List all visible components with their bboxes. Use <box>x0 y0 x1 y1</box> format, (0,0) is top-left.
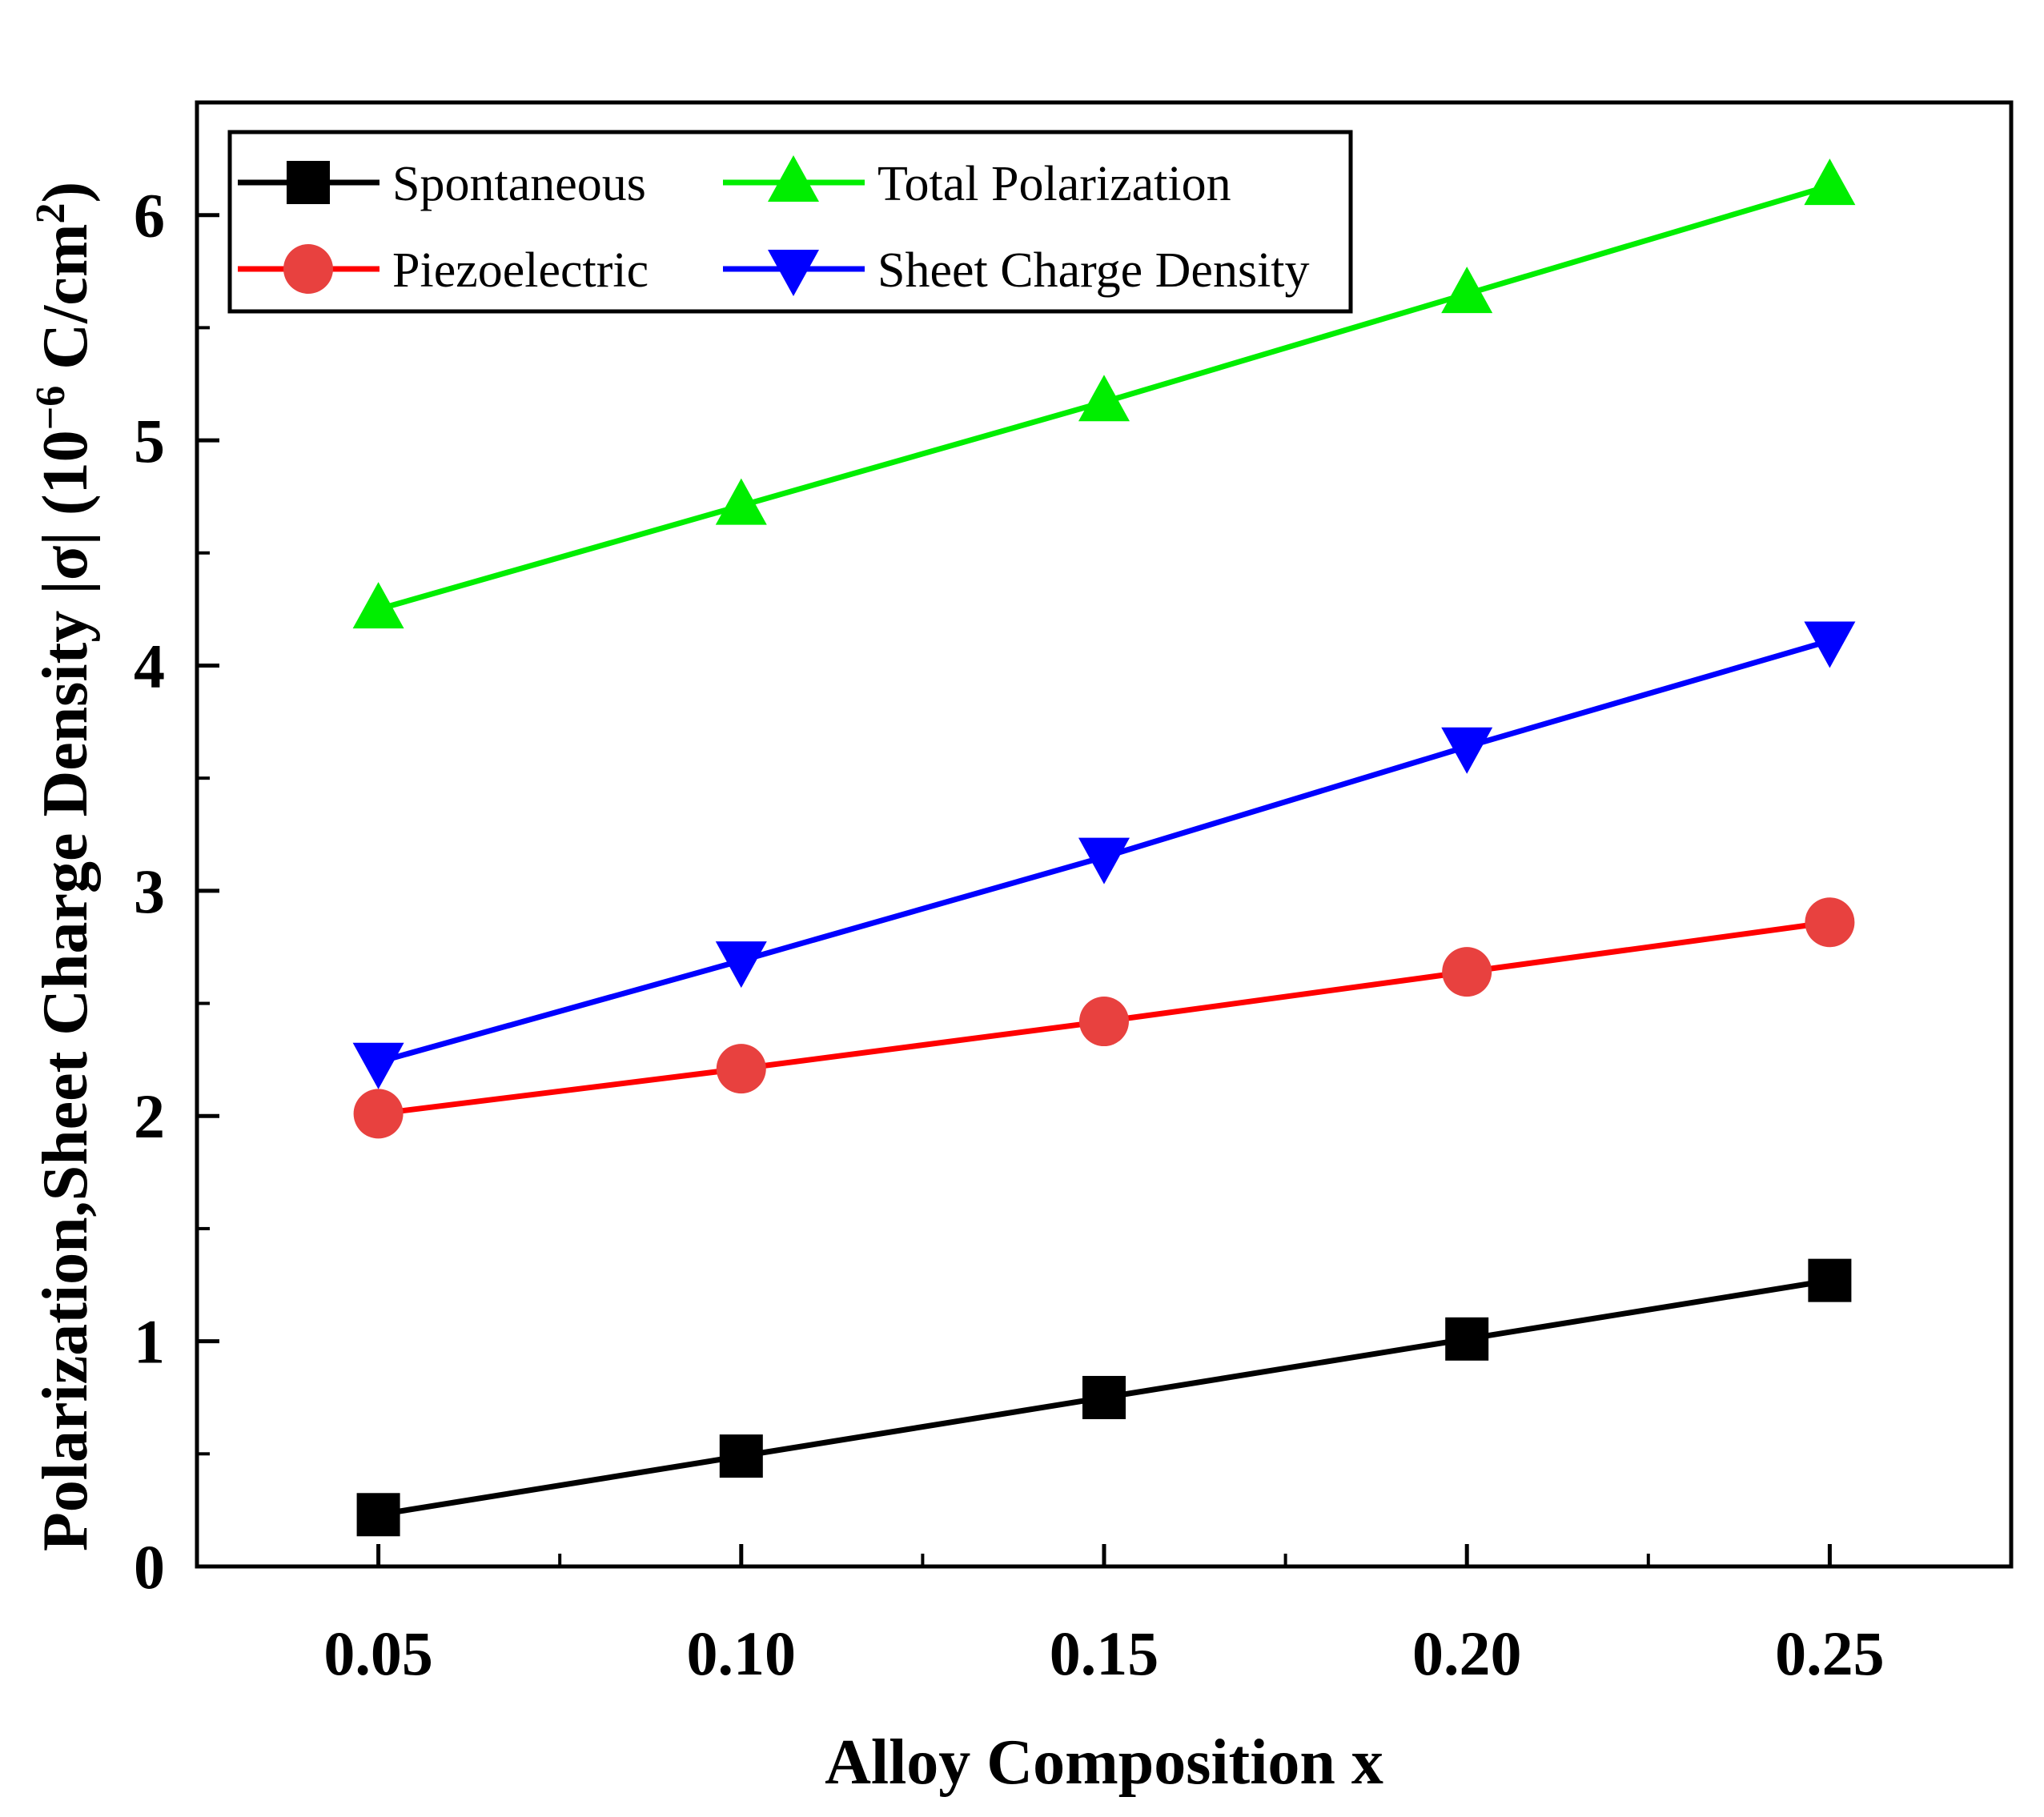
y-tick-label: 3 <box>134 856 165 926</box>
y-axis-title-sup2: 2 <box>28 203 74 224</box>
axes-layer <box>195 100 2014 1569</box>
y-axis-title: Polarization,Sheet Charge Density |σ| (1… <box>28 182 102 1551</box>
data-point-total-polarization <box>1441 267 1493 314</box>
data-point-spontaneous <box>719 1434 763 1478</box>
legend-marker-sheet-charge-density <box>768 250 819 296</box>
legend-entry-spontaneous: Spontaneous <box>238 157 646 211</box>
y-tick-label: 4 <box>134 631 165 700</box>
y-axis-title-mid: C/cm <box>30 224 101 386</box>
legend-entry-sheet-charge-density: Sheet Charge Density <box>723 243 1310 298</box>
legend-label-total-polarization: Total Polarization <box>877 157 1231 211</box>
y-tick-label: 6 <box>134 181 165 251</box>
x-tick-label: 0.15 <box>1050 1618 1159 1688</box>
data-point-sheet-charge-density <box>1078 837 1130 884</box>
x-axis-title: Alloy Composition x <box>825 1727 1383 1798</box>
y-tick-label: 1 <box>134 1307 165 1377</box>
y-tick-label: 5 <box>134 406 165 475</box>
series-piezoelectric <box>353 897 1855 1139</box>
data-point-spontaneous <box>1445 1317 1489 1361</box>
legend-label-sheet-charge-density: Sheet Charge Density <box>877 243 1310 298</box>
data-point-piezoelectric <box>1805 897 1855 948</box>
data-point-piezoelectric <box>353 1089 404 1139</box>
legend-marker-piezoelectric <box>283 244 333 294</box>
y-axis-title-sup1: −6 <box>28 386 74 431</box>
data-point-total-polarization <box>1804 158 1856 206</box>
data-point-sheet-charge-density <box>352 1042 404 1089</box>
data-point-sheet-charge-density <box>1804 621 1856 668</box>
series-sheet-charge-density <box>352 621 1856 1089</box>
legend-entry-total-polarization: Total Polarization <box>723 155 1231 211</box>
data-point-spontaneous <box>1082 1375 1126 1419</box>
plot-frame <box>195 100 2014 1569</box>
data-point-spontaneous <box>356 1493 400 1537</box>
data-point-sheet-charge-density <box>715 941 767 989</box>
y-axis-title-end: ) <box>30 182 101 203</box>
y-tick-label: 0 <box>134 1532 165 1602</box>
data-point-sheet-charge-density <box>1441 727 1493 774</box>
x-tick-label: 0.20 <box>1412 1618 1522 1688</box>
data-point-spontaneous <box>1808 1258 1852 1302</box>
data-point-total-polarization <box>352 582 404 629</box>
x-tick-label: 0.05 <box>323 1618 433 1688</box>
data-point-piezoelectric <box>1079 997 1129 1047</box>
legend-marker-spontaneous <box>287 161 330 204</box>
data-point-piezoelectric <box>716 1044 766 1094</box>
data-point-total-polarization <box>1078 375 1130 422</box>
legend-label-spontaneous: Spontaneous <box>392 157 646 211</box>
data-point-total-polarization <box>715 478 767 525</box>
ticks-layer: 0.05 0.10 0.15 0.20 0.25 0 1 2 3 4 5 6 <box>134 181 1885 1688</box>
legend-entry-piezoelectric: Piezoelectric <box>238 243 649 298</box>
y-axis-title-main: Polarization,Sheet Charge Density |σ| (1… <box>30 430 101 1551</box>
legend-label-piezoelectric: Piezoelectric <box>392 243 649 298</box>
x-tick-label: 0.10 <box>687 1618 797 1688</box>
legend: Spontaneous Piezoelectric Total Polarizati… <box>227 130 1353 314</box>
y-tick-label: 2 <box>134 1081 165 1151</box>
series-layer <box>352 158 1856 1537</box>
legend-marker-total-polarization <box>768 155 819 202</box>
series-total-polarization <box>352 158 1856 629</box>
series-spontaneous <box>356 1258 1852 1537</box>
data-point-piezoelectric <box>1442 947 1492 997</box>
x-tick-label: 0.25 <box>1775 1618 1885 1688</box>
